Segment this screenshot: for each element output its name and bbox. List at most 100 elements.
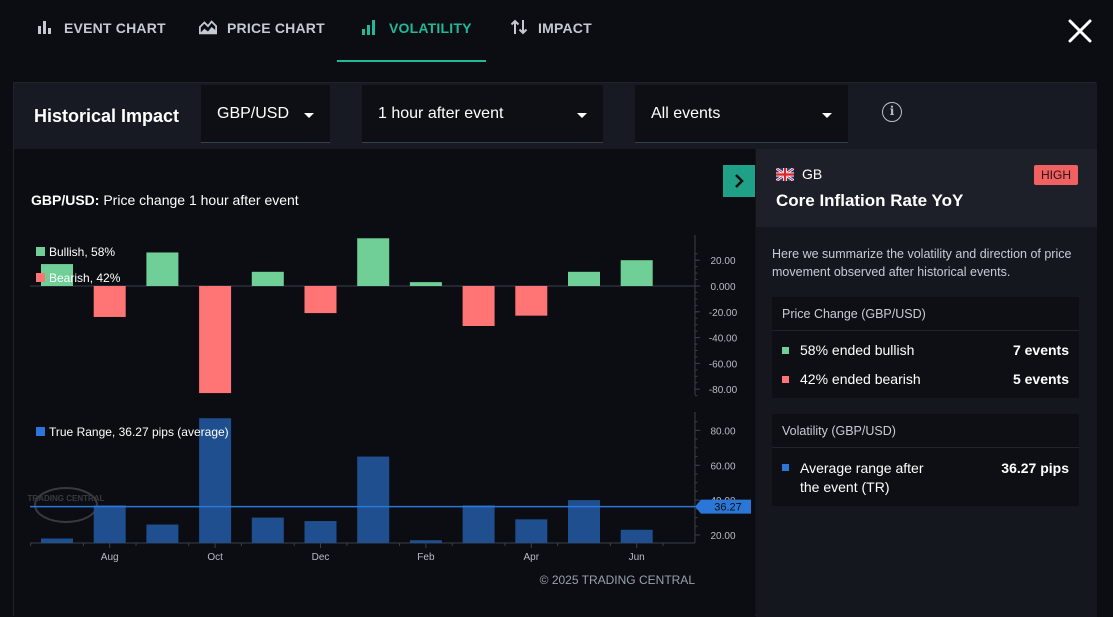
- page-title: Historical Impact: [34, 106, 180, 126]
- y-tick-label: -20.00: [709, 308, 738, 319]
- y-tick-label: -40.00: [709, 334, 738, 345]
- tab-event-chart[interactable]: EVENT CHART: [36, 18, 166, 62]
- true-range-bar: [409, 540, 442, 543]
- tab-label: IMPACT: [538, 20, 592, 36]
- x-tick-label: Feb: [417, 552, 435, 563]
- range-text: Average range after the event (TR): [800, 459, 924, 497]
- bearish-bar: [515, 286, 548, 316]
- true-range-bar: [146, 524, 179, 543]
- legend-true-range: True Range, 36.27 pips (average): [36, 425, 229, 439]
- trading-central-watermark: TRADING CENTRAL: [28, 487, 105, 523]
- true-range-bar: [199, 418, 232, 543]
- event-sidebar: GB HIGH Core Inflation Rate YoY Here we …: [756, 149, 1097, 617]
- price-change-box: Price Change (GBP/USD) 58% ended bullish…: [772, 297, 1079, 398]
- x-tick-label: Aug: [101, 552, 119, 563]
- x-tick-label: Apr: [524, 552, 540, 563]
- x-tick-label: Oct: [207, 552, 223, 563]
- tab-volatility[interactable]: VOLATILITY: [337, 18, 486, 62]
- chart-subtitle: GBP/USD: Price change 1 hour after event: [31, 192, 299, 208]
- bullish-text: 58% ended bullish: [800, 342, 915, 358]
- bearish-bar: [304, 286, 337, 314]
- legend-true-range-label: True Range, 36.27 pips (average): [49, 425, 229, 439]
- range-text-line1: Average range after: [800, 460, 924, 476]
- y-tick-label: 60.00: [710, 461, 735, 472]
- legend-bearish: Bearish, 42%: [36, 271, 120, 285]
- mountain-chart-icon: [199, 20, 217, 35]
- chevron-down-icon: [304, 113, 314, 118]
- horizon-value: 1 hour after event: [378, 104, 504, 122]
- top-nav: EVENT CHART PRICE CHART VOLATILITY IMPAC…: [0, 0, 1113, 62]
- chevron-right-icon: [735, 174, 744, 188]
- true-range-bar: [515, 519, 548, 543]
- average-marker: [695, 499, 751, 514]
- bearish-bar: [462, 286, 495, 326]
- x-tick-label: Dec: [312, 552, 330, 563]
- bullish-swatch: [782, 347, 789, 354]
- tab-label: PRICE CHART: [227, 20, 325, 36]
- close-icon[interactable]: [1065, 16, 1095, 46]
- range-value: 36.27 pips: [1001, 460, 1069, 476]
- horizon-dropdown[interactable]: 1 hour after event: [362, 85, 603, 143]
- bullish-bar: [620, 260, 653, 286]
- range-swatch: [782, 464, 789, 471]
- true-range-bar: [93, 505, 126, 543]
- pair-value: GBP/USD: [217, 104, 290, 122]
- volatility-bars-icon: [362, 20, 375, 35]
- chart-subtitle-pair: GBP/USD:: [31, 192, 100, 208]
- bearish-bar: [199, 286, 232, 394]
- range-text-line2: the event (TR): [800, 479, 890, 495]
- y-tick-label: -60.00: [709, 359, 738, 370]
- bullish-bar: [409, 282, 442, 286]
- legend-bearish-label: Bearish, 42%: [49, 271, 121, 285]
- bullish-bar: [41, 264, 73, 286]
- true-range-bar: [462, 505, 495, 543]
- tab-price-chart[interactable]: PRICE CHART: [199, 18, 325, 62]
- legend-swatch: [36, 273, 45, 282]
- bullish-bar: [568, 271, 600, 286]
- tab-label: EVENT CHART: [64, 20, 166, 36]
- true-range-bar: [41, 538, 73, 543]
- svg-text:TRADING CENTRAL: TRADING CENTRAL: [28, 494, 105, 503]
- event-header: GB HIGH Core Inflation Rate YoY: [756, 149, 1097, 227]
- chart-area: GBP/USD: Price change 1 hour after event…: [14, 149, 755, 617]
- bearish-count: 5 events: [1012, 371, 1069, 387]
- pair-dropdown[interactable]: GBP/USD: [201, 85, 330, 143]
- y-tick-label: 20.00: [710, 531, 735, 542]
- up-down-arrows-icon: [510, 19, 528, 35]
- x-tick-label: Jun: [629, 552, 645, 563]
- bullish-bar: [251, 271, 284, 286]
- event-title: Core Inflation Rate YoY: [776, 191, 964, 210]
- bearish-text: 42% ended bearish: [800, 371, 921, 387]
- volatility-title: Volatility (GBP/USD): [772, 414, 1079, 448]
- true-range-bar: [304, 521, 337, 543]
- impact-badge: HIGH: [1034, 165, 1078, 185]
- true-range-bar: [357, 456, 390, 543]
- legend-swatch: [36, 247, 45, 256]
- uk-flag-icon: [776, 168, 794, 181]
- collapse-sidebar-button[interactable]: [723, 165, 755, 197]
- events-dropdown[interactable]: All events: [635, 85, 848, 143]
- info-icon[interactable]: i: [882, 102, 902, 122]
- tab-impact[interactable]: IMPACT: [510, 18, 592, 62]
- bearish-swatch: [782, 376, 789, 383]
- y-tick-label: 0.000: [710, 282, 735, 293]
- volatility-box: Volatility (GBP/USD) Average range after…: [772, 414, 1079, 506]
- historical-impact-panel: Historical Impact GBP/USD 1 hour after e…: [13, 82, 1097, 617]
- bar-chart-icon: [38, 21, 51, 34]
- true-range-bar: [251, 517, 284, 543]
- bullish-bar: [357, 238, 390, 286]
- average-label: 36.27: [714, 502, 742, 514]
- y-tick-label: 80.00: [710, 426, 735, 437]
- price-change-title: Price Change (GBP/USD): [772, 297, 1079, 331]
- events-value: All events: [651, 104, 721, 122]
- country-code: GB: [802, 166, 823, 182]
- tab-label: VOLATILITY: [389, 20, 472, 36]
- y-tick-label: -80.00: [709, 385, 738, 396]
- true-range-bar: [620, 529, 653, 543]
- y-tick-label: 20.00: [710, 256, 735, 267]
- summary-text: Here we summarize the volatility and dir…: [772, 247, 1072, 279]
- chevron-down-icon: [822, 113, 832, 118]
- legend-bullish: Bullish, 58%: [36, 245, 115, 259]
- volatility-chart: TRADING CENTRAL 20.00 0.000 -20.00 -40.00 -6…: [28, 235, 751, 587]
- bearish-bar: [93, 286, 126, 317]
